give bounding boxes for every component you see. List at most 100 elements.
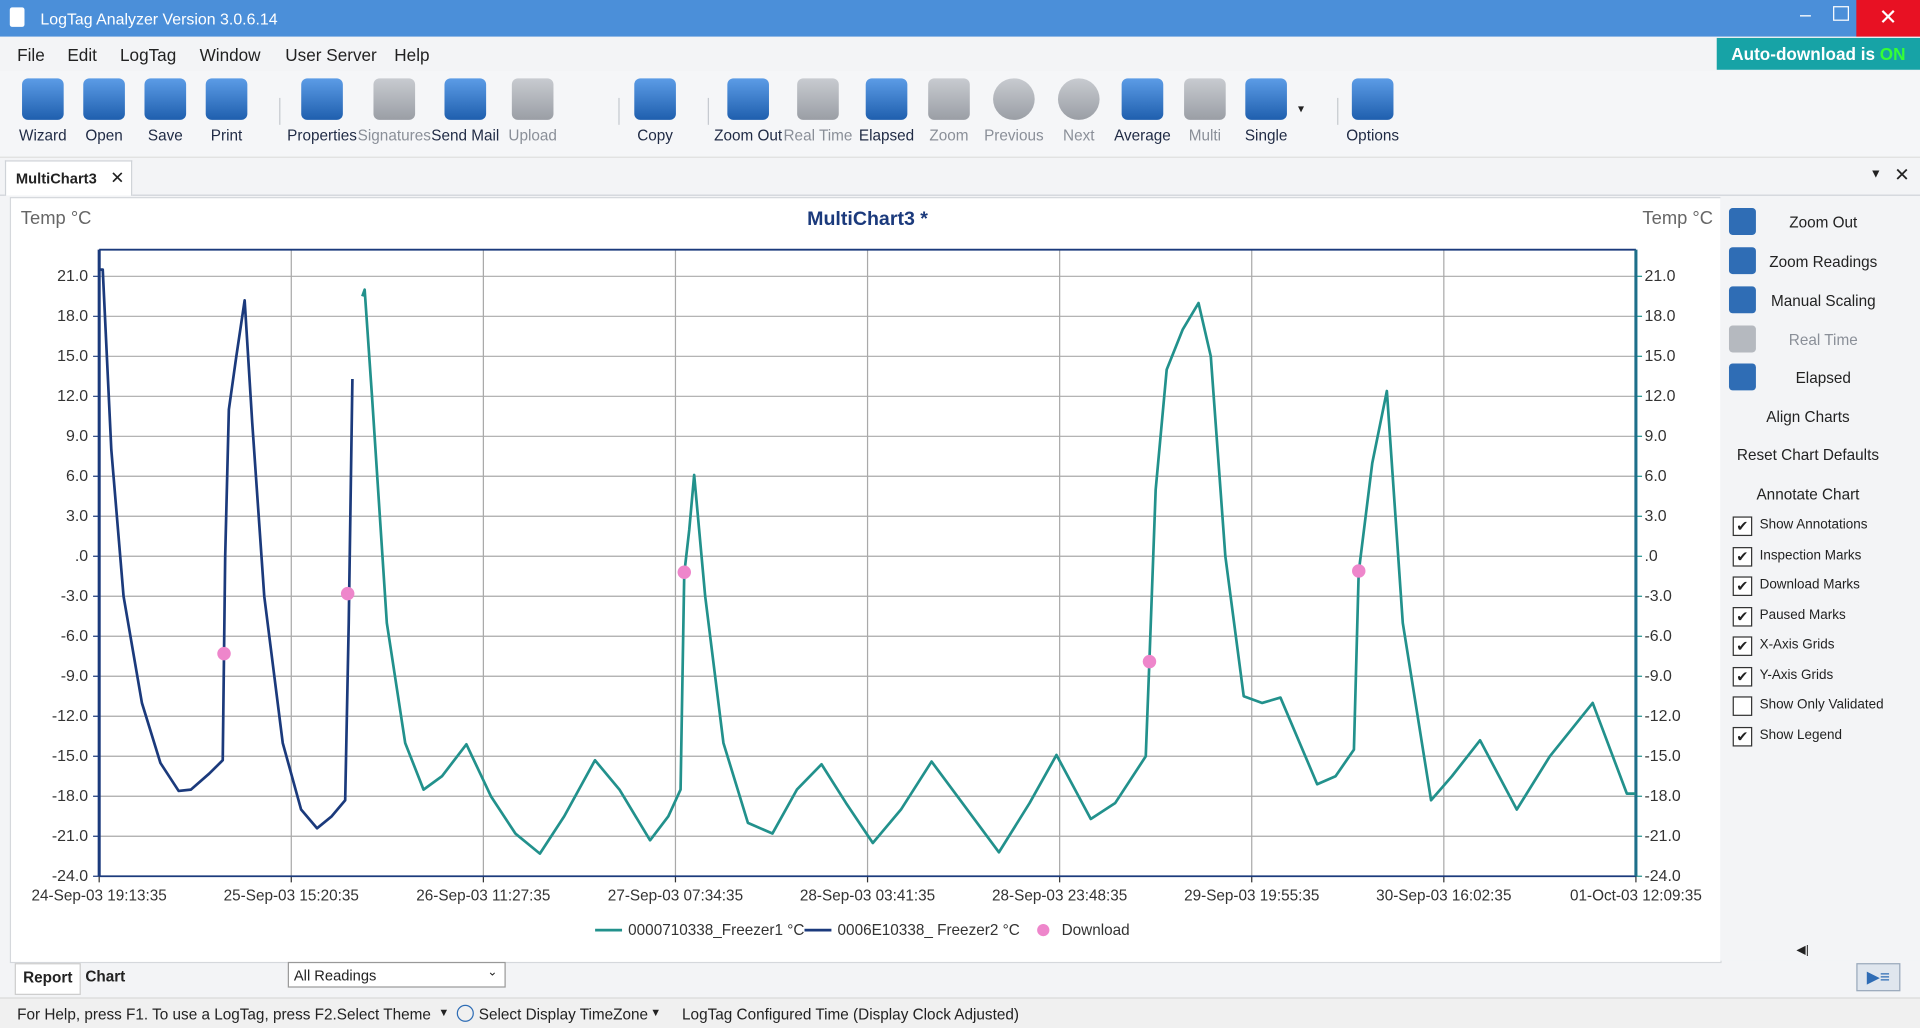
y2-tick-label: .0 (1644, 548, 1657, 565)
toolbar-icon (511, 78, 554, 120)
y2-tick-label: -6.0 (1644, 628, 1672, 645)
series-line (361, 288, 1636, 855)
toolbar-label: Average (1114, 127, 1171, 145)
side-label: Zoom Out (1789, 214, 1858, 232)
side-label: Elapsed (1795, 369, 1851, 387)
toolbar-button[interactable]: Average (1100, 78, 1186, 144)
tab-close[interactable]: ✕ (110, 167, 125, 188)
y-tick-label: -24.0 (52, 868, 88, 885)
y2-tick-label: 3.0 (1644, 508, 1666, 525)
toolbar-button[interactable]: Save (122, 78, 208, 144)
toolbar-icon (83, 78, 125, 120)
toolbar-icon (144, 78, 187, 120)
collapse-handle[interactable]: ◀| (1796, 943, 1809, 958)
y-tick-label: 9.0 (66, 428, 88, 445)
tab-menu[interactable]: ▼ (1869, 167, 1882, 182)
toolbar-button[interactable]: Single (1223, 78, 1309, 144)
toolbar-button[interactable]: Send Mail (422, 78, 508, 144)
toolbar-icon (1057, 78, 1100, 120)
toolbar-label: Upload (508, 127, 557, 145)
checkbox-label: Show Annotations (1759, 517, 1868, 533)
y2-tick-label: -9.0 (1644, 668, 1672, 685)
toolbar-label: Multi (1188, 127, 1222, 145)
close-button[interactable]: ✕ (1856, 0, 1920, 37)
bottom-tab[interactable]: Chart (85, 968, 126, 986)
download-marker (1352, 564, 1366, 578)
toolbar-button[interactable]: Zoom (906, 78, 992, 144)
toolbar-icon (444, 78, 487, 120)
side-button[interactable]: Align Charts (1720, 406, 1920, 430)
y2-tick-label: 21.0 (1644, 268, 1675, 285)
toolbar-button[interactable]: Next (1036, 78, 1122, 144)
side-icon (1728, 325, 1756, 353)
y-tick-label: .0 (75, 548, 88, 565)
toolbar-label: Copy (637, 127, 673, 145)
y-tick-label: 12.0 (57, 388, 88, 405)
y-axis-label: Temp °C (21, 207, 92, 228)
theme-selector[interactable]: Select Theme (336, 1005, 431, 1024)
side-label: Zoom Readings (1769, 253, 1878, 271)
auto-download-status[interactable]: Auto-download is ON (1716, 37, 1920, 70)
toolbar-icon (205, 78, 248, 120)
toolbar-button[interactable]: Properties (279, 78, 365, 144)
toolbar-button[interactable]: Previous (971, 78, 1057, 144)
toolbar-icon (797, 78, 839, 120)
timezone-selector[interactable]: Select Display TimeZone (478, 1005, 649, 1024)
close-all-tabs[interactable]: ✕ (1894, 165, 1910, 187)
dropdown-arrow: ⌄ (487, 965, 498, 980)
theme-arrow: ▼ (438, 1005, 450, 1019)
side-button[interactable]: Real Time (1720, 325, 1920, 353)
toolbar-button[interactable]: Real Time (775, 78, 861, 144)
side-button[interactable]: Annotate Chart (1720, 483, 1920, 507)
time-mode: LogTag Configured Time (Display Clock Ad… (682, 1005, 1019, 1024)
side-button[interactable]: Elapsed (1720, 363, 1920, 391)
x-tick-label: 27-Sep-03 07:34:35 (608, 888, 743, 905)
app-icon (9, 7, 25, 27)
toolbar-button[interactable]: Copy (612, 78, 698, 144)
bottom-tab[interactable]: Report (14, 963, 81, 995)
toolbar-button[interactable]: Options (1330, 78, 1416, 144)
side-icon (1728, 363, 1756, 391)
side-icon (1728, 247, 1756, 275)
menu-item[interactable]: Window (199, 45, 261, 65)
toolbar-button[interactable]: Zoom Out (705, 78, 791, 144)
panel-toggle-button[interactable]: ▶≡ (1856, 963, 1901, 992)
title-bar: LogTag Analyzer Version 3.0.6.14 – ✕ (0, 0, 1920, 37)
download-marker (217, 646, 231, 661)
x-tick-label: 24-Sep-03 19:13:35 (32, 888, 167, 905)
y-tick-label: -9.0 (61, 668, 89, 685)
toolbar-button[interactable]: Upload (490, 78, 576, 144)
menu-item[interactable]: Help (394, 45, 430, 65)
y-tick-label: 21.0 (57, 268, 88, 285)
toolbar-label: Elapsed (858, 127, 915, 145)
menu-item[interactable]: File (17, 45, 45, 65)
side-button[interactable]: Reset Chart Defaults (1720, 444, 1920, 468)
toolbar-icon (1351, 78, 1394, 120)
side-button[interactable]: Zoom Out (1720, 208, 1920, 236)
maximize-button[interactable] (1833, 6, 1849, 21)
y2-tick-label: 15.0 (1644, 348, 1675, 365)
menu-item[interactable]: Edit (67, 45, 97, 65)
toolbar-button[interactable]: Signatures (351, 78, 437, 144)
toolbar-separator (279, 97, 281, 125)
toolbar-button[interactable]: Elapsed (844, 78, 930, 144)
side-label: Real Time (1788, 331, 1858, 349)
timezone-arrow: ▼ (650, 1005, 662, 1019)
toolbar-overflow[interactable]: ▾ (1297, 102, 1305, 117)
checkbox-label: X-Axis Grids (1759, 637, 1835, 653)
legend-label: Download (1062, 922, 1130, 939)
menu-item[interactable]: LogTag (120, 45, 177, 65)
readings-dropdown[interactable]: All Readings ⌄ (287, 961, 506, 988)
side-panel: ◀| Zoom Out Zoom Readings Manual Scaling Re… (1720, 197, 1920, 961)
toolbar-button[interactable]: Wizard (0, 78, 86, 144)
document-tab[interactable]: MultiChart3 ✕ (4, 160, 133, 196)
minimize-button[interactable]: – (1800, 4, 1811, 26)
toolbar-button[interactable]: Open (61, 78, 147, 144)
checkbox: ✔ (1732, 547, 1753, 567)
menu-item[interactable]: User Server (285, 45, 377, 65)
side-button[interactable]: Zoom Readings (1720, 247, 1920, 275)
side-button[interactable]: Manual Scaling (1720, 286, 1920, 314)
checkbox (1732, 696, 1753, 716)
toolbar-button[interactable]: Print (184, 78, 270, 144)
toolbar-button[interactable]: Multi (1162, 78, 1248, 144)
